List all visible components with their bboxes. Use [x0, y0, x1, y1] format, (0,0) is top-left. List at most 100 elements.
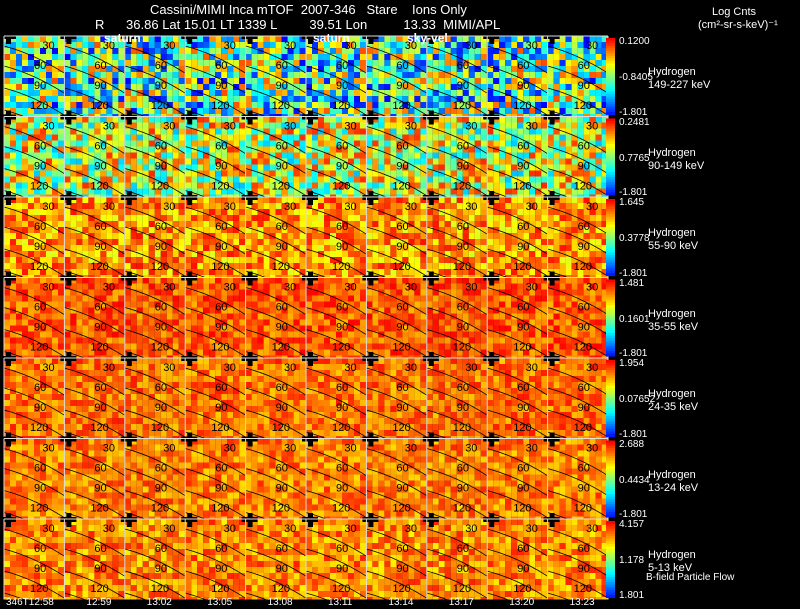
pixel	[450, 42, 457, 48]
pixel	[16, 134, 22, 141]
pixel	[16, 158, 22, 165]
pixel	[215, 197, 222, 203]
pixel	[148, 128, 155, 135]
colorbar-swatch	[606, 71, 615, 75]
pixel	[124, 60, 131, 66]
pixel	[384, 102, 391, 108]
pixel	[426, 182, 433, 189]
pixel	[263, 102, 270, 108]
pixel	[245, 245, 252, 251]
pixel	[535, 245, 542, 251]
pixel	[474, 48, 481, 54]
pixel	[191, 245, 198, 251]
pixel	[245, 215, 252, 221]
pixel	[432, 128, 439, 135]
contour-line	[366, 87, 428, 116]
contour-label: 60	[276, 60, 288, 72]
pixel	[82, 78, 89, 84]
pixel	[34, 36, 40, 42]
pixel	[342, 251, 348, 257]
pixel	[456, 140, 463, 147]
pixel	[281, 164, 288, 171]
pixel	[565, 209, 572, 215]
pixel	[64, 54, 71, 60]
pixel	[474, 164, 481, 171]
cross-mark	[428, 30, 434, 44]
pixel	[82, 164, 89, 171]
pixel	[589, 203, 596, 209]
pixel	[76, 116, 83, 123]
pixel	[275, 116, 282, 123]
pixel	[52, 134, 58, 141]
pixel	[499, 114, 506, 117]
pixel	[269, 164, 276, 171]
pixel	[366, 257, 373, 263]
pixel	[154, 152, 161, 159]
pixel	[499, 182, 506, 189]
pixel	[438, 233, 445, 239]
pixel	[209, 48, 216, 54]
pixel	[487, 140, 494, 147]
pixel	[112, 164, 119, 171]
pixel	[360, 233, 366, 239]
contour-line	[3, 126, 65, 155]
pixel	[493, 128, 500, 135]
pixel	[390, 269, 397, 275]
pixel	[553, 48, 560, 54]
pixel	[257, 176, 264, 183]
pixel	[275, 176, 282, 183]
pixel	[324, 36, 330, 42]
pixel	[601, 90, 608, 96]
pixel	[420, 90, 427, 96]
pixel	[64, 60, 71, 66]
pixel	[456, 188, 463, 195]
pixel	[172, 90, 179, 96]
contour-label: 120	[211, 100, 229, 112]
pixel	[166, 275, 173, 278]
pixel	[468, 108, 475, 114]
pixel	[82, 158, 89, 165]
pixel	[209, 263, 216, 269]
pixel	[462, 146, 469, 153]
pixel	[348, 182, 354, 189]
pixel	[70, 263, 77, 269]
pixel	[408, 215, 415, 221]
contour-label: 30	[405, 40, 417, 52]
pixel	[88, 275, 95, 278]
pixel	[52, 36, 58, 42]
pixel	[130, 203, 137, 209]
colorbar-swatch	[606, 89, 615, 93]
pixel	[58, 182, 64, 189]
pixel	[64, 72, 71, 78]
pixel	[499, 164, 506, 171]
pixel	[378, 215, 385, 221]
contour-label: 60	[336, 221, 348, 233]
pixel	[22, 227, 28, 233]
pixel	[462, 96, 469, 102]
pixel	[281, 84, 288, 90]
pixel	[245, 263, 252, 269]
pixel	[432, 239, 439, 245]
pixel	[197, 152, 204, 159]
pixel	[390, 140, 397, 147]
pixel	[601, 78, 608, 84]
pixel	[197, 182, 204, 189]
pixel	[154, 263, 161, 269]
pixel	[523, 197, 530, 203]
pixel	[191, 188, 198, 195]
pixel	[100, 170, 107, 177]
pixel	[390, 78, 397, 84]
pixel	[34, 84, 40, 90]
pixel	[46, 66, 52, 72]
pixel	[82, 176, 89, 183]
contour-label: 60	[517, 141, 529, 153]
pixel	[160, 60, 167, 66]
pixel	[58, 251, 64, 257]
contour-line	[487, 65, 548, 94]
pixel	[287, 60, 294, 66]
pixel	[565, 36, 572, 42]
pixel	[58, 42, 64, 48]
pixel	[178, 108, 185, 114]
pixel	[263, 176, 270, 183]
pixel	[547, 239, 554, 245]
